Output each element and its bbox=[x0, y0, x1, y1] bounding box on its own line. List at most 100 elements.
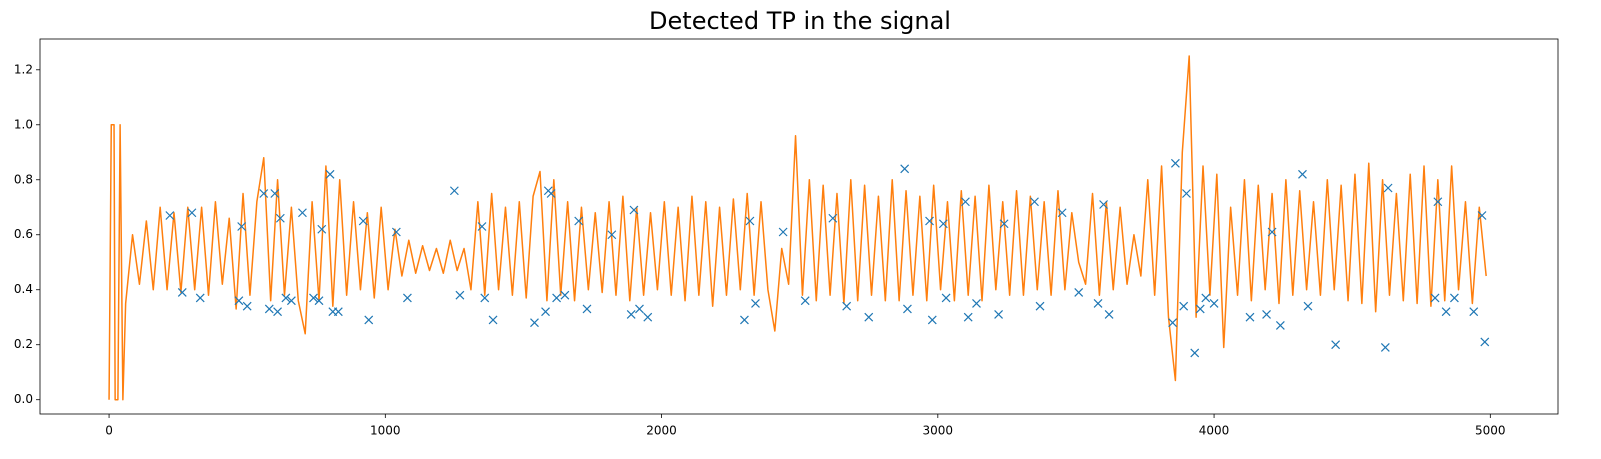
tp-marker bbox=[275, 213, 285, 223]
tp-marker bbox=[281, 293, 291, 303]
tp-marker bbox=[552, 293, 562, 303]
tp-marker bbox=[187, 208, 197, 218]
tp-marker bbox=[259, 189, 269, 198]
tp-marker bbox=[1093, 299, 1103, 308]
tp-marker bbox=[574, 216, 584, 226]
tp-marker bbox=[560, 290, 570, 300]
tp-marker bbox=[480, 293, 490, 303]
tp-marker bbox=[1201, 293, 1211, 303]
tp-marker bbox=[546, 189, 556, 198]
tp-marker bbox=[751, 299, 760, 308]
tp-marker bbox=[273, 307, 283, 317]
tp-marker bbox=[1245, 312, 1255, 322]
tp-marker bbox=[358, 216, 368, 226]
tp-marker bbox=[325, 169, 335, 179]
tp-marker bbox=[488, 315, 498, 325]
tp-marker bbox=[927, 315, 937, 325]
tp-marker bbox=[1477, 211, 1487, 220]
tp-marker bbox=[972, 299, 981, 308]
tp-marker bbox=[635, 304, 644, 314]
tp-marker bbox=[1195, 304, 1205, 314]
tp-marker bbox=[1168, 318, 1178, 328]
tp-marker bbox=[402, 293, 412, 303]
tp-marker bbox=[177, 288, 187, 297]
tp-marker bbox=[626, 310, 636, 319]
tp-marker bbox=[1267, 227, 1277, 237]
x-tick-label: 5000 bbox=[1475, 424, 1506, 438]
tp-marker bbox=[1383, 183, 1393, 193]
tp-marker bbox=[237, 222, 247, 231]
tp-marker bbox=[842, 301, 852, 311]
tp-marker bbox=[864, 312, 874, 322]
tp-marker bbox=[391, 227, 401, 237]
tp-marker bbox=[629, 205, 639, 215]
tp-marker bbox=[1179, 301, 1189, 311]
x-tick-label: 2000 bbox=[646, 424, 677, 438]
tp-marker bbox=[1262, 310, 1271, 319]
tp-marker bbox=[745, 216, 755, 226]
tp-marker bbox=[800, 296, 810, 306]
y-tick-label: 0.8 bbox=[14, 172, 33, 186]
tp-marker bbox=[195, 293, 205, 303]
tp-marker bbox=[1035, 301, 1045, 311]
tp-marker bbox=[234, 296, 244, 306]
tp-marker bbox=[740, 315, 749, 325]
tp-marker bbox=[309, 293, 318, 303]
x-tick-label: 3000 bbox=[923, 424, 954, 438]
tp-marker bbox=[1430, 293, 1440, 303]
tp-marker bbox=[925, 216, 934, 226]
tp-marker bbox=[270, 189, 280, 198]
tp-marker bbox=[963, 312, 973, 322]
tp-marker bbox=[941, 293, 951, 303]
tp-marker bbox=[165, 211, 175, 220]
tp-marker bbox=[938, 219, 948, 229]
x-tick-label: 1000 bbox=[370, 424, 401, 438]
tp-marker bbox=[961, 197, 970, 207]
tp-marker bbox=[994, 310, 1004, 319]
tp-marker bbox=[1104, 310, 1114, 319]
y-tick-label: 0.0 bbox=[14, 392, 33, 406]
tp-marker bbox=[530, 318, 539, 328]
y-tick-label: 0.4 bbox=[14, 282, 33, 296]
tp-marker bbox=[1303, 301, 1313, 311]
tp-marker bbox=[643, 312, 653, 322]
signal-line bbox=[108, 55, 1487, 401]
tp-marker bbox=[1182, 189, 1191, 198]
y-tick-label: 0.2 bbox=[14, 337, 33, 351]
tp-marker bbox=[1170, 158, 1180, 168]
tp-marker bbox=[1469, 307, 1479, 317]
tp-marker bbox=[778, 227, 788, 237]
tp-marker bbox=[828, 213, 838, 223]
tp-marker bbox=[1331, 340, 1341, 350]
tp-marker bbox=[607, 230, 617, 240]
tp-marker bbox=[333, 307, 343, 317]
tp-marker bbox=[286, 296, 296, 306]
tp-marker bbox=[242, 301, 252, 311]
y-tick-label: 1.2 bbox=[14, 62, 33, 76]
x-tick-label: 4000 bbox=[1199, 424, 1230, 438]
tp-marker bbox=[903, 304, 912, 314]
tp-marker bbox=[364, 315, 374, 325]
y-tick-label: 1.0 bbox=[14, 117, 33, 131]
chart-title: Detected TP in the signal bbox=[649, 7, 951, 35]
tp-marker bbox=[264, 304, 274, 314]
tp-marker bbox=[1209, 299, 1219, 308]
tp-marker bbox=[314, 296, 324, 306]
tp-marker bbox=[1275, 321, 1285, 330]
tp-marker bbox=[582, 304, 592, 314]
tp-marker bbox=[477, 222, 487, 231]
tp-marker bbox=[1030, 197, 1039, 207]
tp-marker bbox=[900, 164, 910, 174]
tp-marker bbox=[1057, 208, 1067, 218]
y-tick-label: 0.6 bbox=[14, 227, 33, 241]
tp-marker bbox=[1099, 200, 1108, 209]
tp-marker bbox=[1449, 293, 1459, 303]
tp-marker bbox=[541, 307, 550, 317]
tp-marker bbox=[449, 186, 459, 196]
tp-marker bbox=[455, 290, 465, 300]
tp-marker bbox=[999, 219, 1009, 229]
tp-marker bbox=[298, 208, 307, 218]
tp-marker bbox=[1074, 288, 1084, 297]
